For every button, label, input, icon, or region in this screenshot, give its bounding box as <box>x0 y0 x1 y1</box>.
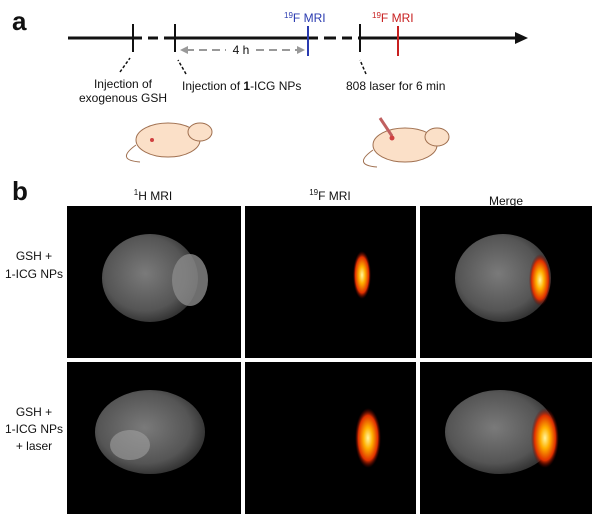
pointer-arrows <box>119 57 367 75</box>
row-label: 1-ICG NPs <box>5 422 63 436</box>
arrow-head <box>515 32 528 44</box>
time-marks <box>132 24 399 56</box>
panel-label: b <box>12 176 28 206</box>
row-label: 1-ICG NPs <box>5 267 63 281</box>
arrow-head <box>180 46 188 54</box>
row-label: GSH + <box>16 249 52 263</box>
row-label: GSH + <box>16 405 52 419</box>
annotation: Injection of <box>94 77 153 91</box>
annotation: 808 laser for 6 min <box>346 79 445 93</box>
mri-images <box>67 206 592 514</box>
mri-label: 19F MRI <box>284 11 326 25</box>
annotation: exogenous GSH <box>79 91 167 105</box>
interval-label: 4 h <box>233 43 250 57</box>
arrow-head <box>297 46 305 54</box>
panel-label: a <box>12 6 27 36</box>
mouse <box>363 117 450 168</box>
column-header: 1H MRI <box>134 188 172 203</box>
mouse <box>126 122 213 163</box>
row-label: + laser <box>16 439 52 453</box>
mri-label: 19F MRI <box>372 11 414 25</box>
column-header: 19F MRI <box>309 188 351 203</box>
column-header: Merge <box>489 194 523 208</box>
annotation: Injection of 1-ICG NPs <box>182 79 301 93</box>
